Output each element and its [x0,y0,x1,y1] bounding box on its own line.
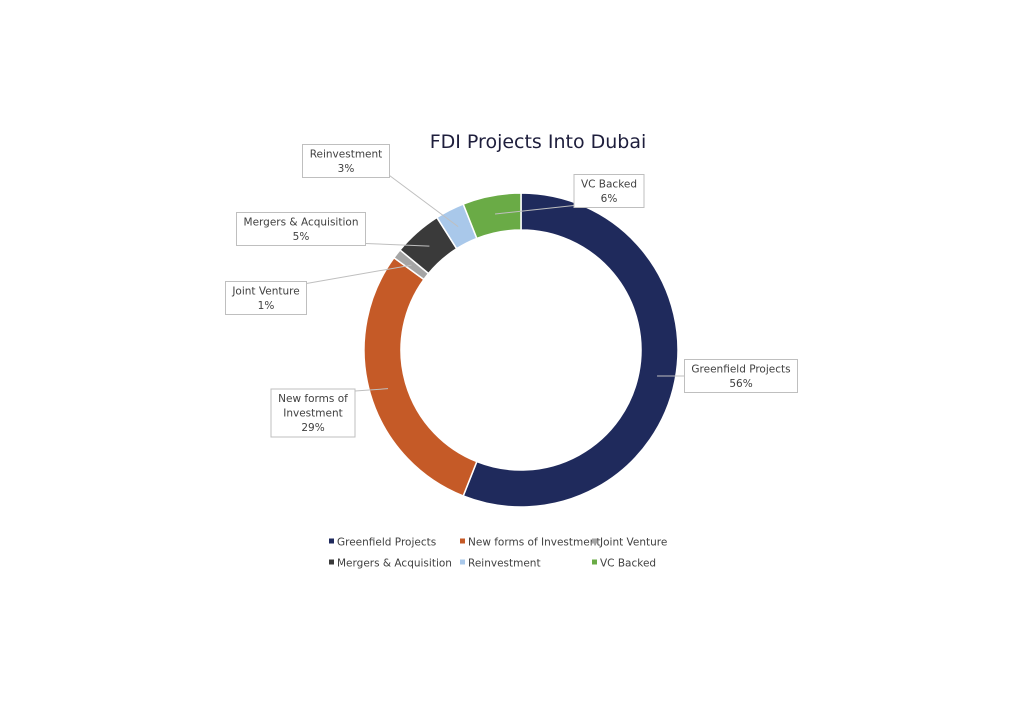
data-label-box-mergers-and-acquisition [236,212,366,246]
legend-label: VC Backed [600,558,656,570]
legend-swatch [592,559,597,565]
legend-swatch [460,538,465,544]
legend-swatch [329,538,334,544]
data-label-box-vc-backed [573,174,645,208]
leader-line-joint-venture [306,264,412,284]
legend-item-joint-venture: Joint Venture [592,537,667,549]
leader-line-reinvestment [389,175,459,227]
leader-line-mergers-and-acquisition [365,243,430,247]
data-label-reinvestment-line-2: 3% [338,163,355,175]
legend-item-vc-backed: VC Backed [592,558,656,570]
legend-label: Greenfield Projects [337,537,436,549]
legend-label: Reinvestment [468,558,541,570]
legend: Greenfield Projects New forms of Investme… [329,537,667,570]
legend-item-reinvestment: Reinvestment [460,558,541,570]
legend-label: Mergers & Acquisition [337,558,452,570]
data-label-mergers-and-acquisition-line-1: Mergers & Acquisition [244,217,359,229]
legend-label: Joint Venture [599,537,667,549]
legend-swatch [460,559,465,565]
data-label-new-forms-of-investment-line-1: New forms of [278,393,348,405]
legend-swatch [329,559,334,565]
legend-item-mergers-and-acquisition: Mergers & Acquisition [329,558,452,570]
legend-item-greenfield-projects: Greenfield Projects [329,537,436,549]
slice-greenfield-projects [462,192,679,508]
legend-label: New forms of Investment [468,537,600,549]
legend-swatch [592,538,597,544]
data-label-reinvestment-line-1: Reinvestment [310,149,383,161]
data-label-mergers-and-acquisition-line-2: 5% [293,231,310,243]
slice-new-forms-of-investment [363,256,478,497]
slices-group [363,192,679,508]
data-label-box-new-forms-of-investment [270,388,356,438]
data-label-box-reinvestment [302,144,390,178]
data-label-vc-backed-line-1: VC Backed [581,179,637,191]
data-label-greenfield-projects-line-2: 56% [729,378,752,390]
data-label-vc-backed-line-2: 6% [601,193,618,205]
data-label-joint-venture-line-1: Joint Venture [231,286,299,298]
data-label-box-joint-venture [225,281,307,315]
legend-item-new-forms-of-investment: New forms of Investment [460,537,600,549]
data-label-joint-venture-line-2: 1% [258,300,275,312]
data-label-new-forms-of-investment-line-3: 29% [301,422,324,434]
callouts-group: Greenfield Projects 56% New forms of Invest… [225,144,798,438]
leader-line-new-forms-of-investment [354,388,389,392]
chart-title: FDI Projects Into Dubai [430,131,647,153]
leader-line-vc-backed [494,205,575,215]
data-label-box-greenfield-projects [684,359,798,393]
data-label-greenfield-projects-line-1: Greenfield Projects [691,364,790,376]
data-label-new-forms-of-investment-line-2: Investment [283,408,342,420]
